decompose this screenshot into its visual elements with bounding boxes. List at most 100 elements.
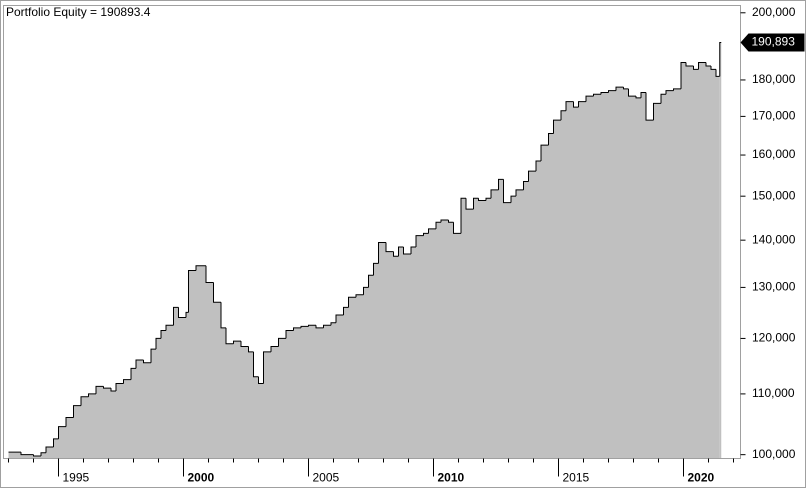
equity-step (80, 396, 89, 406)
equity-step (253, 351, 259, 378)
last-value-label: 190,893 (752, 35, 796, 49)
equity-step (473, 197, 479, 210)
x-tick-label: 1995 (63, 471, 90, 485)
equity-step (415, 235, 424, 248)
equity-step (323, 324, 331, 328)
equity-step (53, 438, 59, 448)
y-tick-label: 200,000 (752, 5, 796, 19)
equity-step (115, 383, 124, 392)
equity-step (565, 101, 574, 111)
y-tick-label: 170,000 (752, 109, 796, 123)
equity-step (410, 246, 416, 254)
equity-step (225, 327, 234, 345)
equity-step (258, 376, 264, 385)
equity-step (150, 348, 156, 363)
equity-step (653, 102, 661, 121)
chart-title: Portfolio Equity = 190893.4 (6, 5, 151, 19)
equity-step (95, 385, 104, 394)
equity-step (188, 269, 196, 313)
equity-step (378, 241, 386, 264)
equity-step (485, 197, 491, 201)
equity-step (423, 232, 429, 236)
equity-area (541, 145, 549, 459)
equity-step (398, 246, 404, 257)
equity-area (41, 452, 46, 459)
equity-area (453, 233, 461, 459)
x-tick-label: 2020 (688, 471, 715, 485)
equity-step (523, 180, 529, 190)
equity-area (316, 327, 324, 459)
equity-step (548, 132, 554, 146)
equity-area (103, 388, 111, 459)
equity-area (161, 330, 166, 459)
equity-step (65, 417, 74, 427)
equity-step (719, 41, 722, 77)
y-tick-label: 110,000 (752, 386, 795, 400)
y-tick-label: 120,000 (752, 331, 796, 345)
equity-step (240, 341, 249, 347)
equity-area (53, 438, 59, 459)
equity-area (673, 88, 681, 459)
equity-step (385, 242, 394, 253)
equity-step (510, 195, 516, 203)
equity-step (393, 251, 399, 257)
equity-step (680, 61, 686, 89)
y-tick-label: 140,000 (752, 232, 796, 246)
equity-area (548, 133, 554, 459)
equity-step (155, 337, 161, 350)
equity-area (516, 189, 524, 459)
y-tick-label: 130,000 (752, 280, 796, 294)
equity-area (561, 110, 566, 459)
equity-area (428, 228, 436, 459)
equity-area (706, 65, 711, 459)
equity-step (623, 87, 629, 90)
equity-area (616, 87, 624, 459)
equity-area (343, 307, 349, 459)
equity-area (271, 346, 279, 459)
equity-step (403, 247, 411, 255)
equity-step (343, 306, 349, 315)
equity-area (263, 351, 271, 459)
equity-area (308, 325, 316, 459)
equity-area (356, 294, 364, 459)
equity-step (233, 340, 241, 344)
equity-step (270, 345, 279, 352)
equity-step (660, 93, 666, 104)
equity-area (331, 322, 336, 459)
equity-area (498, 179, 504, 459)
equity-area (586, 96, 594, 459)
equity-area (73, 405, 81, 459)
equity-step (478, 198, 486, 201)
equity-step (460, 197, 466, 234)
equity-step (515, 189, 524, 197)
equity-area (348, 297, 356, 459)
equity-step (428, 228, 436, 234)
equity-area (336, 314, 344, 459)
y-tick-label: 160,000 (752, 147, 796, 161)
equity-area (293, 327, 301, 459)
equity-area (573, 107, 579, 459)
equity-area (178, 317, 186, 459)
equity-step (440, 219, 449, 223)
equity-area (511, 196, 516, 459)
equity-step (110, 388, 116, 392)
equity-step (73, 405, 81, 418)
equity-area (151, 349, 156, 459)
equity-area (123, 379, 131, 459)
equity-area (131, 368, 136, 459)
equity-area (186, 312, 189, 459)
equity-area (253, 376, 259, 459)
equity-area (636, 97, 641, 459)
equity-area (553, 120, 561, 459)
equity-step (123, 379, 131, 384)
equity-step (330, 322, 336, 326)
equity-step (143, 360, 151, 364)
equity-area (491, 189, 499, 459)
equity-area (686, 65, 694, 459)
equity-step (698, 61, 706, 70)
equity-step (308, 324, 316, 327)
equity-step (165, 324, 174, 331)
y-tick-label: 150,000 (752, 188, 796, 202)
equity-step (710, 65, 716, 70)
equity-step (608, 90, 616, 93)
